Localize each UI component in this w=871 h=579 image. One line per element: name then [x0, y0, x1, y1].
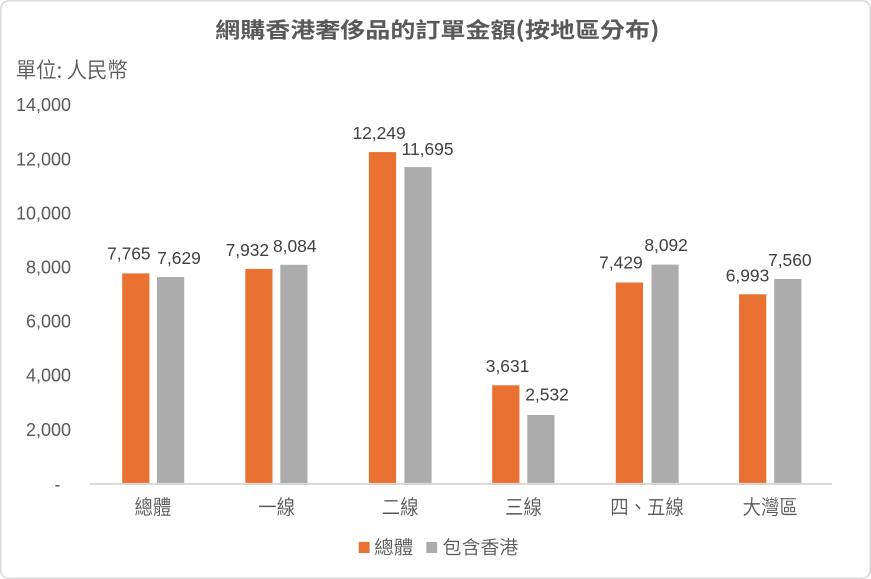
svg-text:12,000: 12,000 [16, 149, 71, 169]
svg-text:7,629: 7,629 [157, 248, 201, 268]
svg-text:7,560: 7,560 [768, 250, 812, 270]
svg-text:2,532: 2,532 [525, 385, 569, 405]
svg-text:8,092: 8,092 [644, 235, 688, 255]
svg-text:3,631: 3,631 [486, 356, 530, 376]
svg-text:4,000: 4,000 [26, 366, 71, 386]
svg-text:-: - [55, 475, 61, 495]
svg-text:11,695: 11,695 [402, 139, 454, 159]
svg-text:10,000: 10,000 [16, 203, 71, 223]
svg-text:7,429: 7,429 [599, 253, 643, 273]
svg-text:8,000: 8,000 [26, 258, 71, 278]
svg-text:7,932: 7,932 [226, 240, 270, 260]
svg-text:12,249: 12,249 [352, 123, 405, 143]
svg-text:6,993: 6,993 [726, 266, 770, 286]
svg-text:2,000: 2,000 [26, 420, 71, 440]
svg-text:8,084: 8,084 [273, 236, 317, 256]
svg-text:14,000: 14,000 [16, 95, 71, 115]
svg-text:7,765: 7,765 [107, 244, 151, 264]
svg-text:6,000: 6,000 [26, 312, 71, 332]
